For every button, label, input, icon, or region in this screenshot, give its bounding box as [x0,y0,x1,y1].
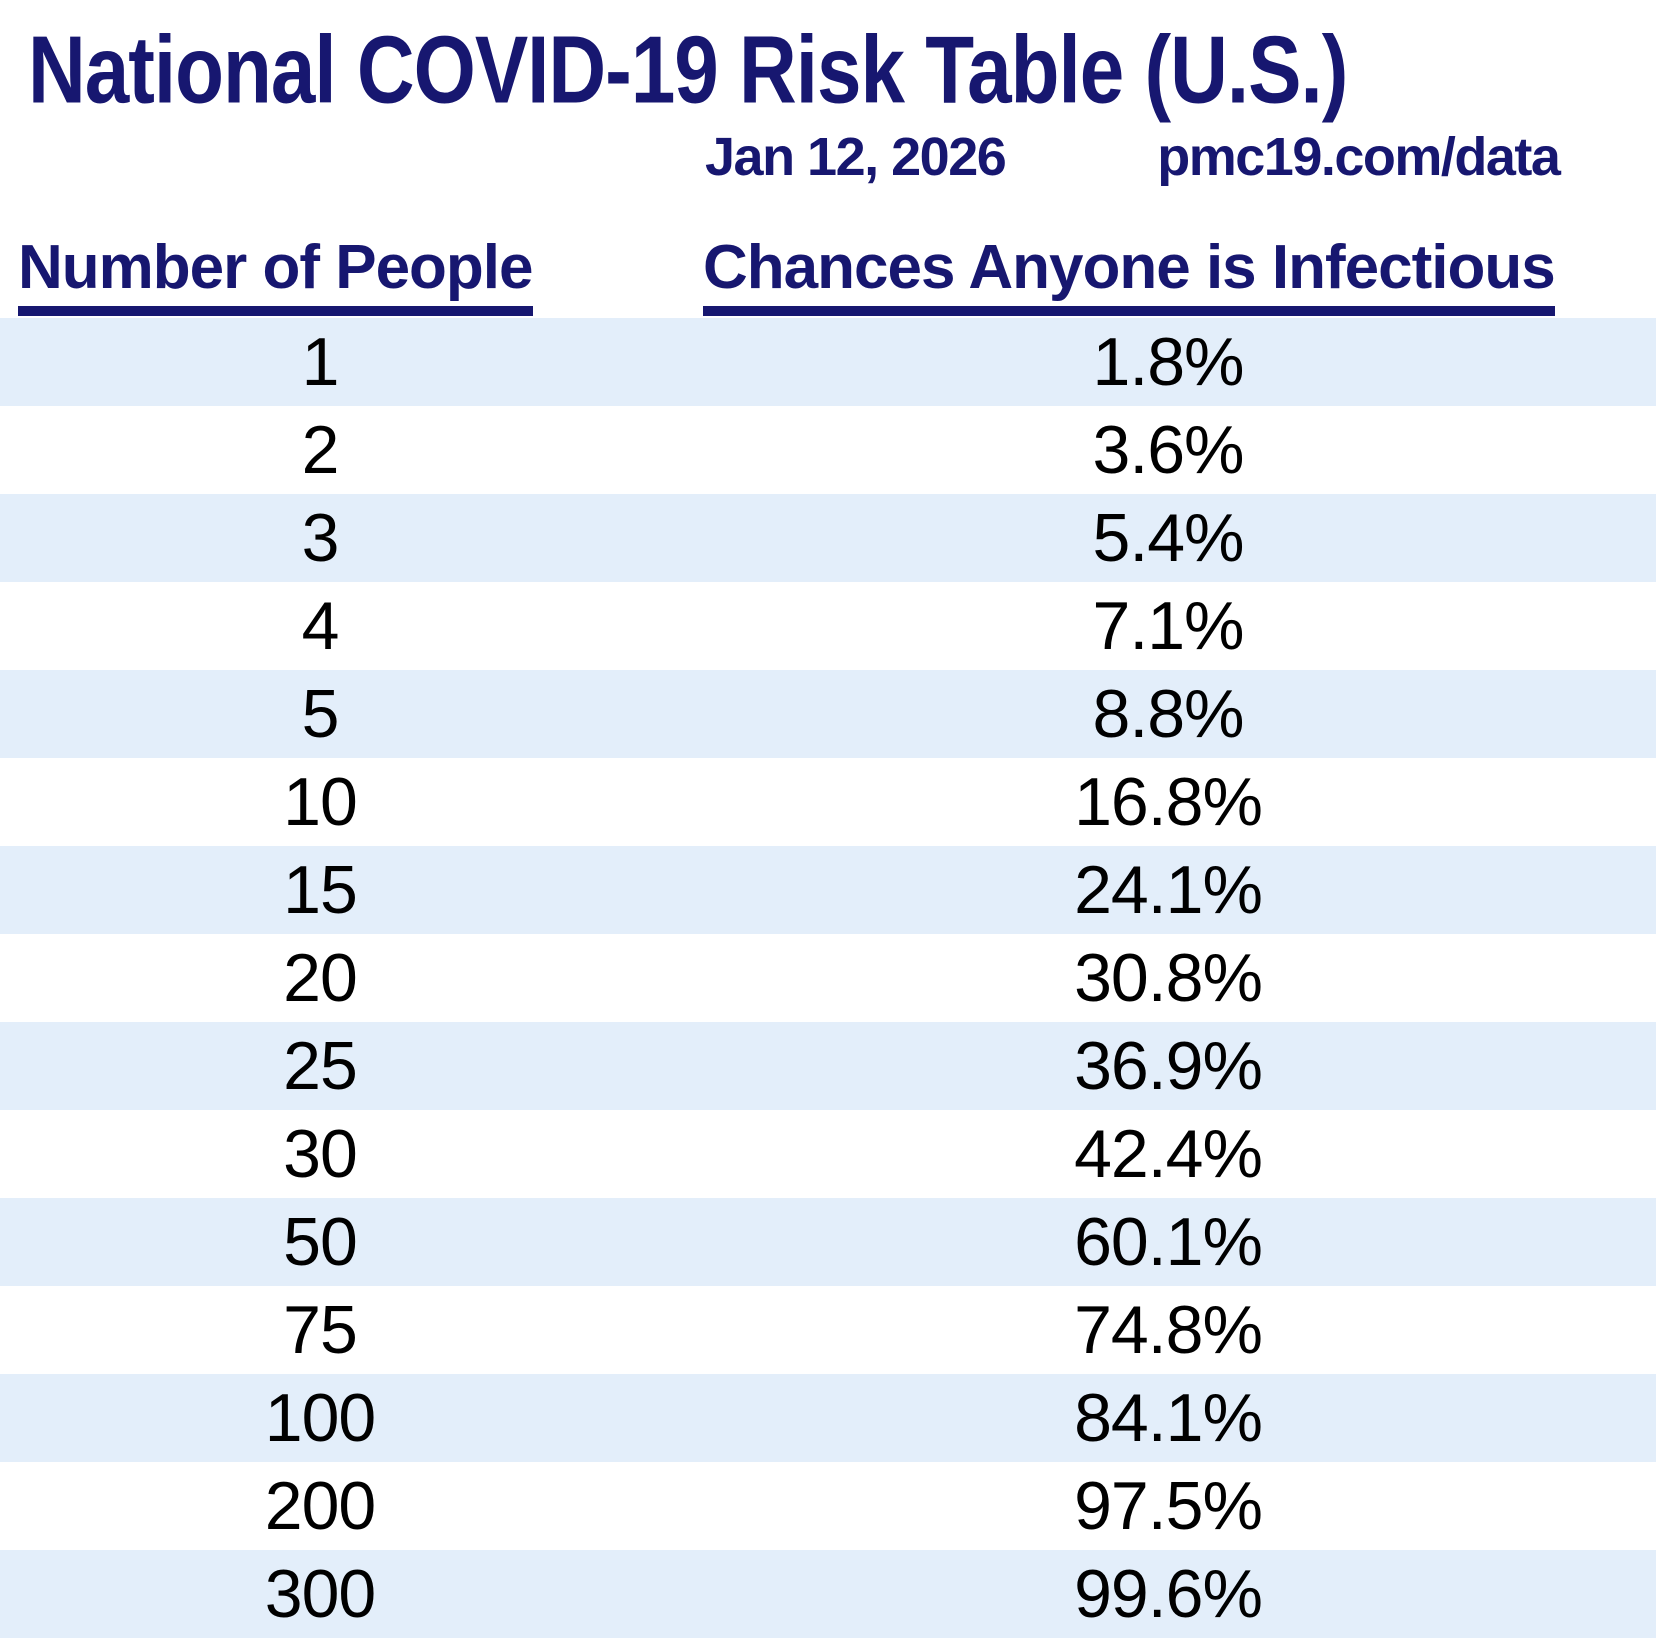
people-count-cell: 25 [283,1028,358,1104]
infectious-chance-cell: 1.8% [1092,324,1245,400]
people-count-cell: 30 [283,1116,358,1192]
people-count-cell: 3 [301,500,340,576]
column-header-chances-infectious: Chances Anyone is Infectious [703,237,1556,316]
column-header-number-of-people: Number of People [18,237,534,316]
table-row: 1 1.8% [0,318,1656,406]
table-row: 75 74.8% [0,1286,1656,1374]
people-count-cell: 100 [264,1380,376,1456]
infectious-chance-cell: 8.8% [1092,676,1245,752]
table-row: 25 36.9% [0,1022,1656,1110]
page-title: National COVID-19 Risk Table (U.S.) [28,16,1348,123]
people-count-cell: 200 [264,1468,376,1544]
source-url: pmc19.com/data [1157,127,1561,187]
table-row: 100 84.1% [0,1374,1656,1462]
infectious-chance-cell: 99.6% [1074,1556,1263,1632]
risk-table-body: 1 1.8% 2 3.6% 3 5.4% 4 7.1% 5 8.8% 10 16.8% 15 24.1% 2… [0,318,1656,1638]
column-headers: Number of People Chances Anyone is Infec… [0,230,1656,316]
infectious-chance-cell: 97.5% [1074,1468,1263,1544]
table-row: 2 3.6% [0,406,1656,494]
infectious-chance-cell: 42.4% [1074,1116,1263,1192]
infectious-chance-cell: 3.6% [1092,412,1245,488]
people-count-cell: 5 [301,676,340,752]
infectious-chance-cell: 84.1% [1074,1380,1263,1456]
people-count-cell: 2 [301,412,340,488]
page-header: National COVID-19 Risk Table (U.S.) Jan … [0,0,1656,318]
people-count-cell: 15 [283,852,358,928]
infectious-chance-cell: 60.1% [1074,1204,1263,1280]
table-row: 4 7.1% [0,582,1656,670]
people-count-cell: 20 [283,940,358,1016]
infectious-chance-cell: 24.1% [1074,852,1263,928]
infectious-chance-cell: 7.1% [1092,588,1245,664]
table-row: 10 16.8% [0,758,1656,846]
people-count-cell: 10 [283,764,358,840]
date-label: Jan 12, 2026 [705,127,1007,187]
people-count-cell: 50 [283,1204,358,1280]
infectious-chance-cell: 5.4% [1092,500,1245,576]
table-row: 15 24.1% [0,846,1656,934]
people-count-cell: 75 [283,1292,358,1368]
table-row: 200 97.5% [0,1462,1656,1550]
infectious-chance-cell: 36.9% [1074,1028,1263,1104]
table-row: 50 60.1% [0,1198,1656,1286]
subtitle-row: Jan 12, 2026 pmc19.com/data [705,127,1561,187]
infectious-chance-cell: 30.8% [1074,940,1263,1016]
table-row: 300 99.6% [0,1550,1656,1638]
table-row: 5 8.8% [0,670,1656,758]
table-row: 30 42.4% [0,1110,1656,1198]
infectious-chance-cell: 16.8% [1074,764,1263,840]
people-count-cell: 4 [301,588,340,664]
infectious-chance-cell: 74.8% [1074,1292,1263,1368]
table-row: 3 5.4% [0,494,1656,582]
people-count-cell: 300 [264,1556,376,1632]
people-count-cell: 1 [301,324,340,400]
table-row: 20 30.8% [0,934,1656,1022]
